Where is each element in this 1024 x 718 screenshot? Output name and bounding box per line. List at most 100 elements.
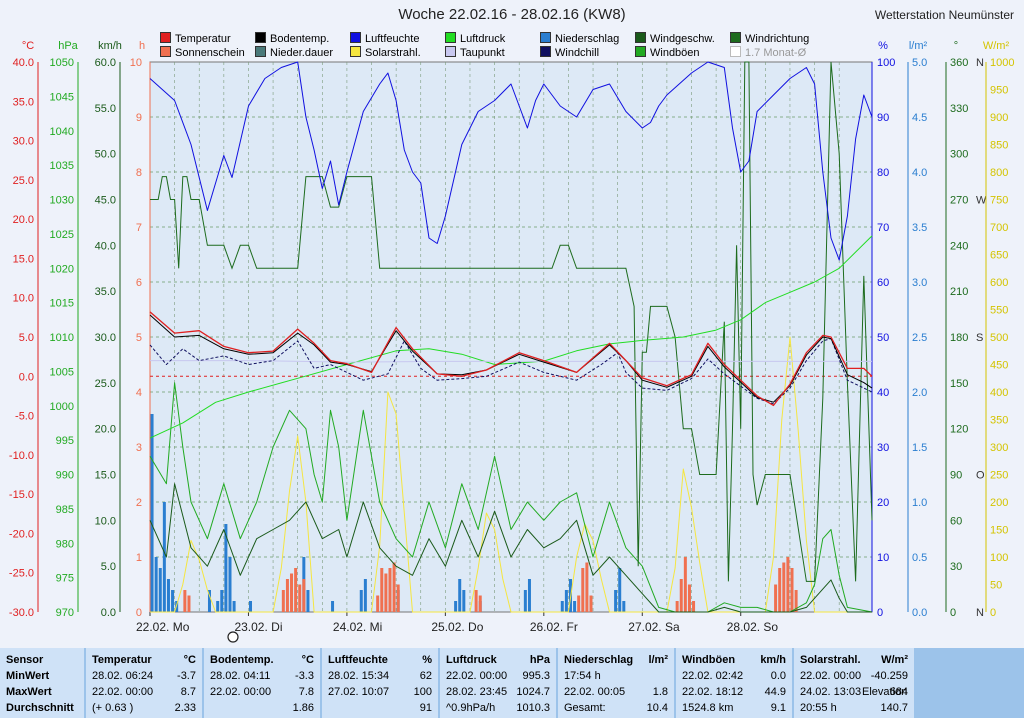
legend-swatch (160, 32, 171, 43)
compass-label: N (976, 607, 984, 619)
rain-tick-label: 3.5 (912, 222, 927, 234)
x-tick-label: 26.02. Fr (530, 620, 578, 634)
x-tick-label: 22.02. Mo (136, 620, 190, 634)
legend-item: Bodentemp. (255, 32, 329, 45)
temp-tick-label: 10.0 (13, 293, 34, 305)
hours-tick-label: 0 (136, 607, 142, 619)
weather-chart: °C40.035.030.025.020.015.010.05.00.0-5.0… (9, 40, 1014, 643)
x-tick-label: 24.02. Mi (333, 620, 382, 634)
stats-timestamp: 27.02. 10:07 (328, 686, 390, 698)
series-taupunkt (150, 360, 872, 363)
rain-tick-label: 0.5 (912, 552, 927, 564)
stats-unit: l/m² (648, 654, 668, 666)
pressure-tick-label: 975 (56, 573, 74, 585)
stats-value: 1024.7 (516, 686, 550, 698)
sunshine-bar (687, 584, 691, 612)
pressure-tick-label: 1005 (50, 366, 74, 378)
stats-header: Sensor (6, 654, 44, 666)
sunshine-bar (790, 568, 794, 612)
rain-tick-label: 5.0 (912, 57, 927, 69)
rain-tick-label: 2.5 (912, 332, 927, 344)
stats-timestamp: 28.02. 15:34 (328, 670, 390, 682)
humidity-tick-label: 90 (877, 112, 889, 124)
legend-swatch (445, 46, 456, 57)
stats-unit: % (422, 654, 432, 666)
direction-tick-label: 0 (950, 607, 956, 619)
stats-timestamp: Gesamt: (564, 702, 606, 714)
legend-item: Solarstrahl. (350, 46, 421, 59)
rain-axis-unit: l/m² (909, 40, 928, 52)
hours-tick-label: 1 (136, 552, 142, 564)
stats-value: 684 (889, 686, 908, 698)
rain-bar (614, 590, 618, 612)
sunshine-bar (294, 568, 298, 612)
rain-bar (216, 601, 220, 612)
rain-bar (331, 601, 335, 612)
stats-value: 10.4 (646, 702, 668, 714)
stats-timestamp: 28.02. 04:11 (210, 670, 271, 682)
rain-bar (622, 601, 626, 612)
wind-axis-unit: km/h (98, 40, 122, 52)
stats-row-label: MinWert (6, 670, 50, 682)
rain-bar (232, 601, 236, 612)
legend-label: Nieder.dauer (270, 47, 333, 59)
hours-tick-label: 9 (136, 112, 142, 124)
hours-tick-label: 7 (136, 222, 142, 234)
stats-timestamp: 22.02. 00:05 (564, 686, 626, 698)
humidity-tick-label: 80 (877, 167, 889, 179)
solar-tick-label: 1000 (990, 57, 1014, 69)
wind-tick-label: 5.0 (101, 561, 116, 573)
stats-solarstrahl: Solarstrahl. W/m² 22.02. 00:00 -40.259 24.02… (794, 648, 915, 718)
stats-value: 8.7 (180, 686, 196, 698)
stats-value: 44.9 (764, 686, 786, 698)
legend-item: Temperatur (160, 32, 231, 45)
stats-value: 0.0 (770, 670, 786, 682)
solar-axis-unit: W/m² (983, 40, 1010, 52)
sunshine-bar (585, 562, 589, 612)
stats-timestamp: 28.02. 23:45 (446, 686, 508, 698)
sunshine-bar (281, 590, 285, 612)
solar-tick-label: 0 (990, 607, 996, 619)
stats-header: Windböen (682, 654, 736, 666)
pressure-tick-label: 990 (56, 470, 74, 482)
solar-tick-label: 650 (990, 250, 1008, 262)
hours-tick-label: 5 (136, 332, 142, 344)
series-temperatur (149, 311, 873, 407)
wind-tick-label: 60.0 (95, 57, 116, 69)
rain-bar (220, 590, 224, 612)
pressure-axis-unit: hPa (58, 40, 78, 52)
legend-swatch (350, 32, 361, 43)
stats-niederschlag: Niederschlag l/m² 17:54 h 22.02. 00:05 1.8 Ge… (558, 648, 675, 718)
series-windchill (149, 338, 873, 405)
rain-bar (462, 590, 466, 612)
hours-tick-label: 4 (136, 387, 142, 399)
sunshine-bar (577, 595, 581, 612)
temp-tick-label: -15.0 (9, 489, 34, 501)
legend-swatch (540, 46, 551, 57)
direction-tick-label: 90 (950, 470, 962, 482)
x-tick-label: 28.02. So (727, 620, 779, 634)
temp-tick-label: -5.0 (15, 411, 34, 423)
solar-tick-label: 250 (990, 470, 1008, 482)
series-windrichtung (150, 61, 873, 582)
legend-label: Solarstrahl. (365, 47, 421, 59)
legend-label: Windgeschw. (650, 33, 715, 45)
temp-tick-label: 30.0 (13, 136, 34, 148)
stats-timestamp: 28.02. 06:24 (92, 670, 154, 682)
rain-bar (207, 590, 211, 612)
solar-tick-label: 300 (990, 442, 1008, 454)
x-tick-label: 23.02. Di (234, 620, 282, 634)
stats-value: 62 (419, 670, 432, 682)
stats-sensor: Sensor MinWert MaxWert Durchschnitt (0, 648, 85, 718)
hours-tick-label: 6 (136, 277, 142, 289)
sunshine-bar (778, 568, 782, 612)
pressure-tick-label: 1030 (50, 195, 74, 207)
direction-tick-label: 150 (950, 378, 968, 390)
compass-label: N (976, 57, 984, 69)
pressure-tick-label: 1035 (50, 160, 74, 172)
legend-label: Windböen (650, 47, 700, 59)
sunshine-bar (474, 590, 478, 612)
sunshine-bar (380, 568, 384, 612)
legend-swatch (160, 46, 171, 57)
solar-tick-label: 850 (990, 140, 1008, 152)
